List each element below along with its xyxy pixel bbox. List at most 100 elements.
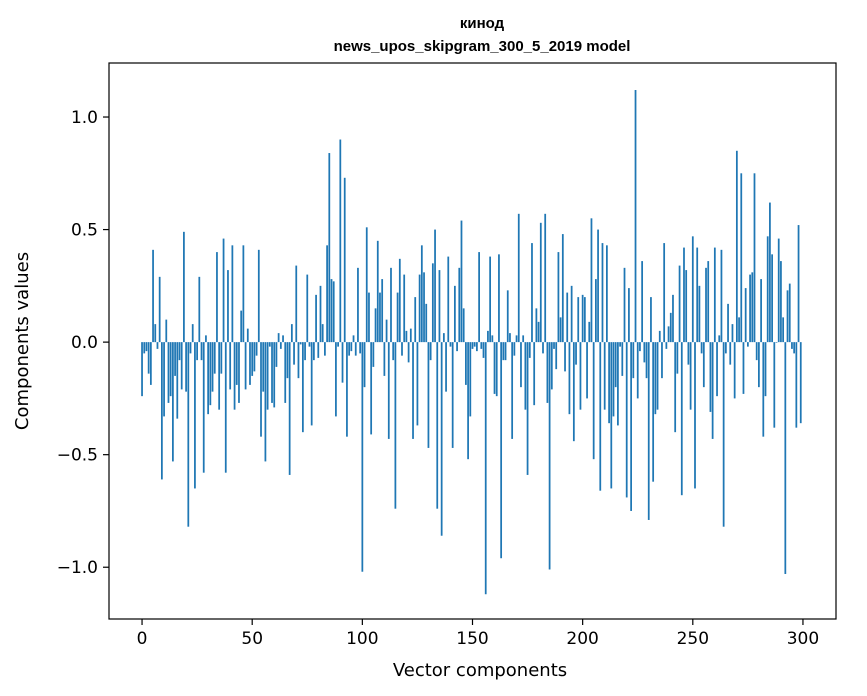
bar-74 — [304, 342, 306, 361]
bar-176 — [528, 342, 531, 358]
bar-208 — [599, 342, 602, 491]
bar-278 — [753, 173, 756, 343]
bar-63 — [279, 342, 282, 349]
bar-131 — [429, 342, 432, 361]
bar-284 — [766, 236, 769, 343]
bar-143 — [456, 342, 458, 352]
bar-49 — [249, 342, 251, 385]
bar-262 — [718, 335, 721, 343]
bar-116 — [396, 292, 399, 343]
bar-170 — [515, 335, 518, 343]
bar-234 — [656, 342, 659, 410]
bar-173 — [522, 335, 525, 343]
bar-157 — [487, 330, 489, 343]
bar-117 — [398, 258, 401, 343]
bar-204 — [590, 218, 593, 343]
bar-171 — [517, 213, 520, 343]
bar-162 — [498, 254, 500, 343]
bar-271 — [738, 317, 740, 343]
y-tick-label: −0.5 — [57, 446, 98, 466]
bar-251 — [694, 342, 696, 489]
bar-168 — [511, 342, 514, 439]
bar-35 — [218, 342, 221, 410]
bar-276 — [749, 274, 751, 343]
bar-1 — [143, 342, 146, 354]
bar-9 — [160, 342, 163, 480]
bar-268 — [731, 324, 734, 343]
bar-29 — [205, 335, 207, 343]
bar-14 — [172, 342, 174, 462]
bar-254 — [700, 342, 703, 354]
bar-187 — [553, 342, 555, 349]
bar-70 — [295, 265, 298, 343]
bar-288 — [775, 342, 778, 343]
bar-16 — [176, 342, 179, 419]
bar-269 — [733, 342, 736, 399]
bar-180 — [537, 321, 540, 343]
bar-259 — [711, 342, 714, 439]
bar-237 — [663, 243, 666, 343]
x-tick-label: 0 — [137, 629, 148, 649]
bar-51 — [253, 342, 256, 372]
bar-133 — [434, 229, 436, 343]
bar-94 — [348, 342, 351, 356]
bar-244 — [678, 265, 681, 343]
bar-8 — [158, 276, 161, 343]
bar-291 — [782, 317, 785, 343]
bar-250 — [691, 236, 694, 343]
bar-12 — [167, 342, 170, 403]
bar-272 — [740, 173, 743, 343]
bar-53 — [257, 249, 260, 343]
bar-282 — [762, 342, 765, 437]
chart-title: кинод — [460, 15, 505, 32]
bar-84 — [326, 245, 328, 343]
bar-232 — [652, 342, 655, 482]
bar-196 — [572, 342, 575, 442]
bar-4 — [149, 342, 152, 385]
bar-122 — [409, 328, 412, 343]
bars-group — [141, 90, 802, 595]
bar-206 — [594, 279, 597, 343]
bar-159 — [491, 335, 494, 343]
bar-104 — [370, 342, 373, 435]
bar-123 — [412, 342, 414, 439]
x-tick-label: 150 — [456, 629, 488, 649]
bar-289 — [777, 238, 780, 343]
bar-62 — [277, 333, 280, 343]
bar-169 — [513, 342, 516, 356]
bar-113 — [390, 267, 392, 343]
bar-186 — [550, 342, 553, 390]
bar-115 — [394, 342, 397, 509]
bar-243 — [676, 342, 679, 374]
bar-150 — [471, 342, 474, 349]
bar-55 — [262, 342, 265, 392]
x-tick-label: 50 — [241, 629, 263, 649]
bar-228 — [643, 342, 646, 363]
bar-87 — [332, 281, 335, 343]
bar-26 — [198, 276, 201, 343]
bar-223 — [632, 342, 635, 379]
bar-60 — [273, 342, 276, 408]
bar-218 — [621, 342, 624, 376]
bar-2 — [145, 342, 148, 352]
bar-114 — [392, 342, 395, 361]
bar-267 — [729, 342, 732, 365]
bar-142 — [453, 285, 456, 343]
bar-88 — [335, 342, 337, 417]
bar-277 — [751, 272, 754, 343]
bar-198 — [577, 297, 580, 343]
bar-110 — [383, 342, 386, 376]
bar-121 — [407, 342, 410, 363]
bar-191 — [561, 234, 564, 343]
bar-59 — [271, 342, 273, 403]
bar-10 — [163, 342, 165, 417]
x-tick-label: 300 — [787, 629, 819, 649]
bar-64 — [282, 335, 284, 343]
bar-189 — [557, 252, 560, 343]
bar-296 — [793, 342, 796, 354]
bar-280 — [758, 342, 760, 388]
bar-192 — [564, 342, 566, 372]
bar-98 — [357, 267, 359, 343]
bar-163 — [500, 342, 503, 559]
